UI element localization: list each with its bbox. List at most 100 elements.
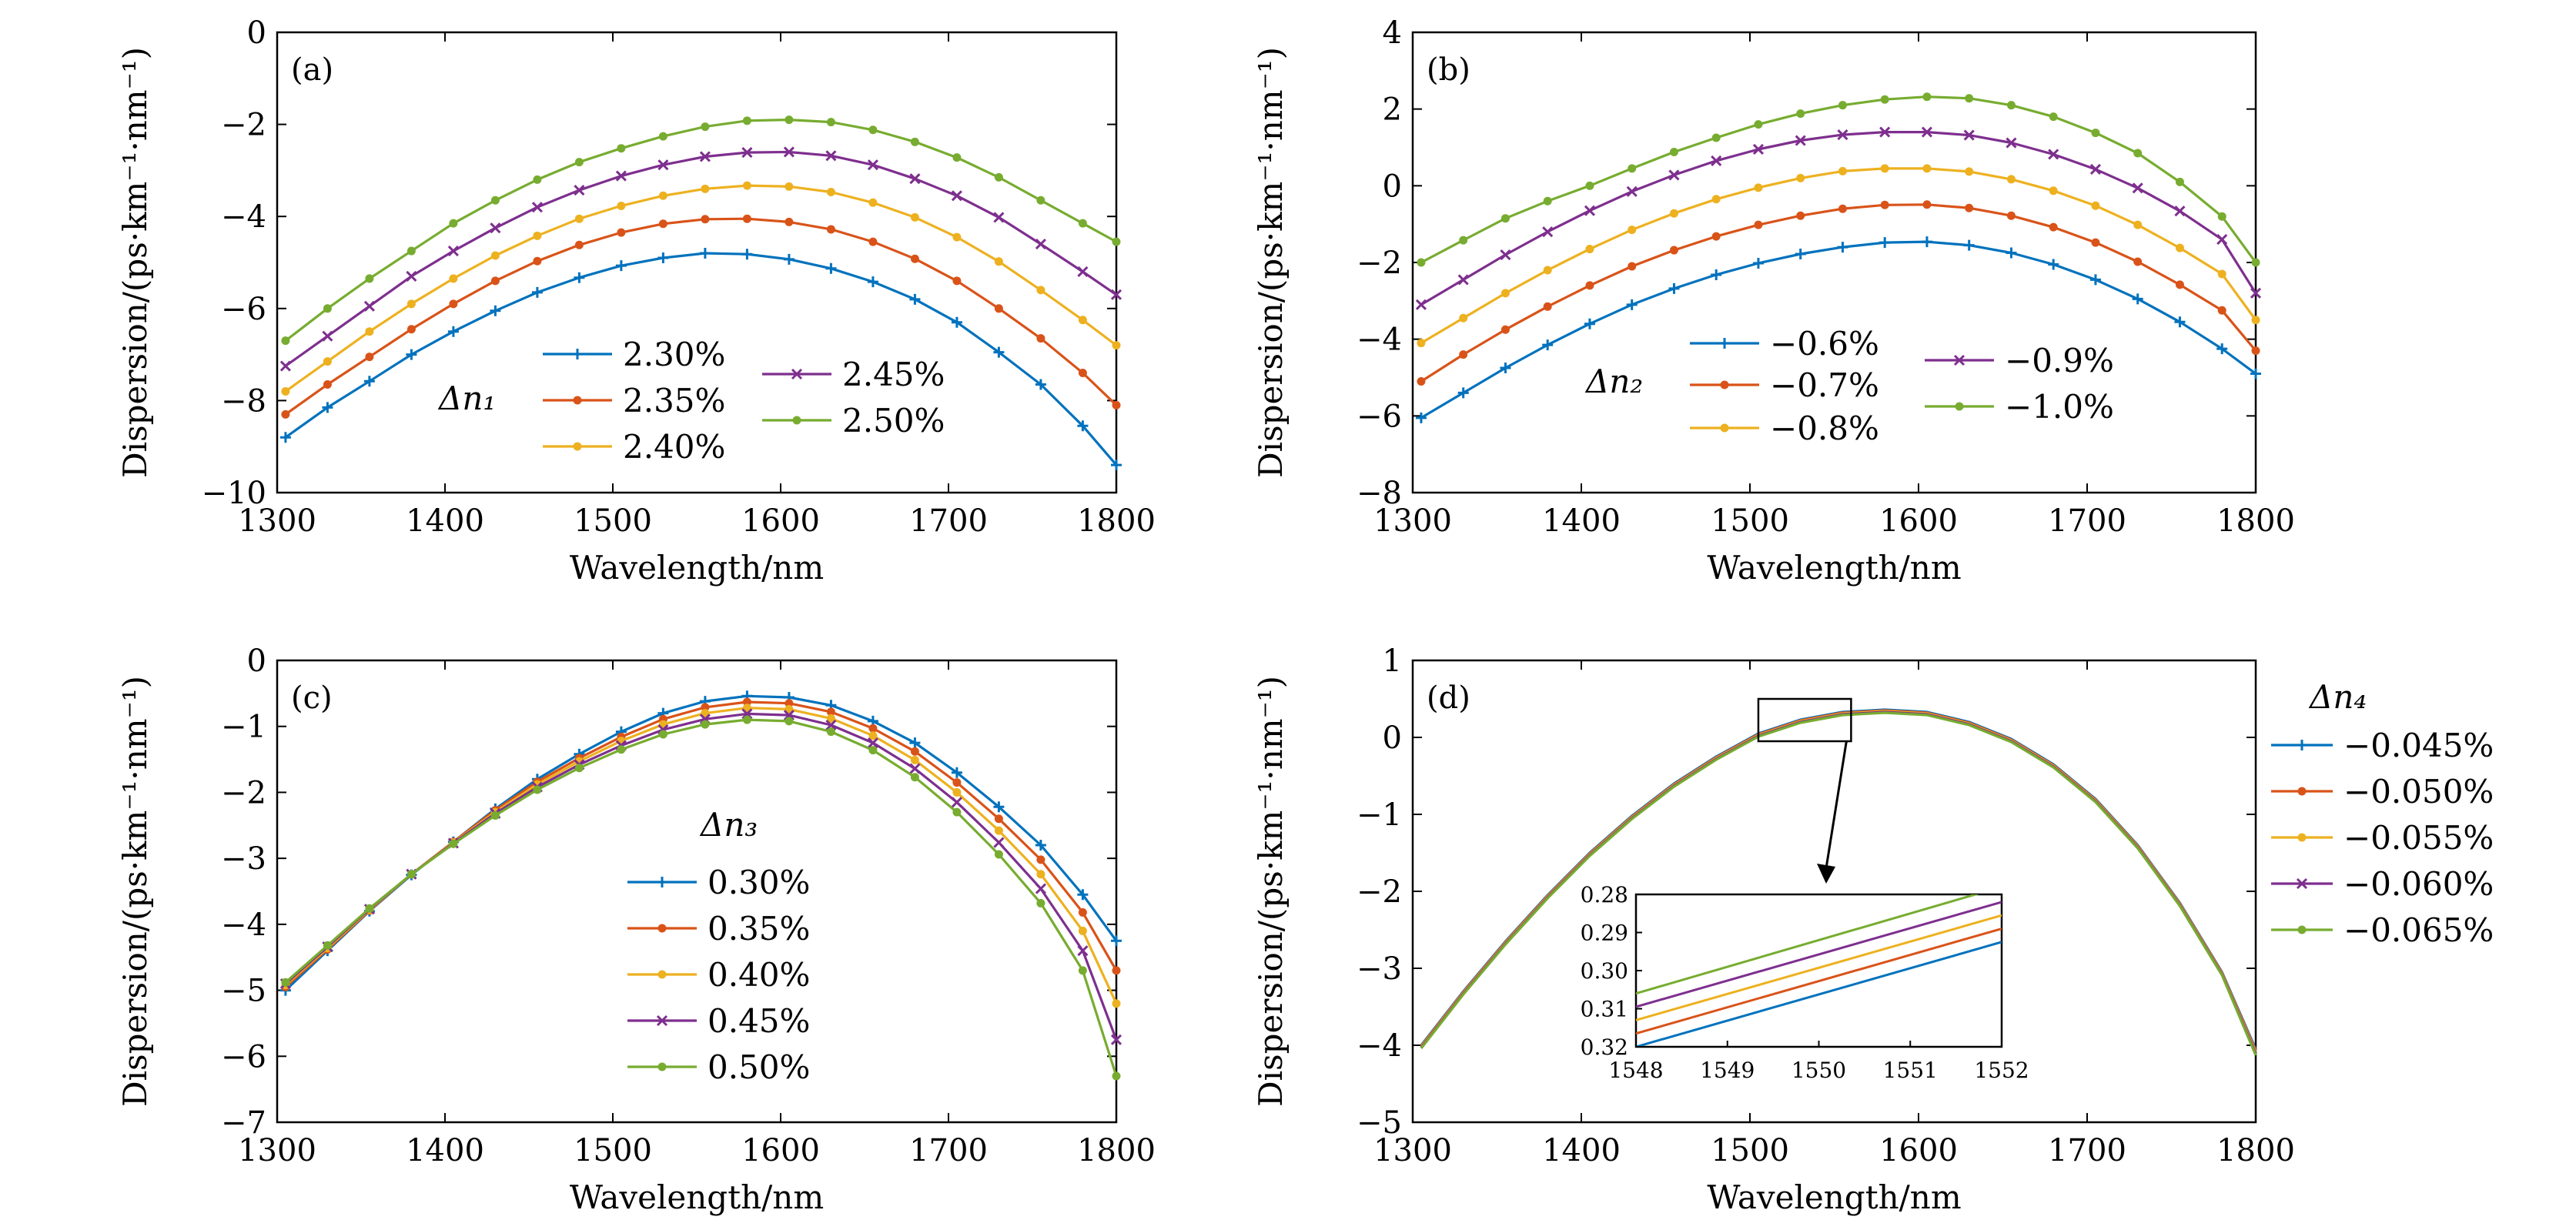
data-point <box>1078 316 1087 325</box>
legend-entry: −0.045% <box>2271 727 2494 764</box>
series-line <box>284 718 1118 1077</box>
data-point <box>2217 306 2226 315</box>
x-tick-label: 1800 <box>2216 1133 2295 1168</box>
data-point <box>2048 149 2059 160</box>
data-point <box>2216 234 2228 246</box>
data-point <box>449 299 458 309</box>
data-point <box>993 346 1005 358</box>
y-tick-label: −2 <box>1357 874 1402 910</box>
series-line <box>284 150 1117 367</box>
data-point <box>742 181 751 190</box>
y-axis-label: Dispersion/(ps·km⁻¹·nm⁻¹) <box>116 676 154 1107</box>
data-point <box>910 773 919 782</box>
data-point <box>868 746 878 755</box>
data-point <box>909 173 921 185</box>
y-tick-label: 2 <box>1383 92 1402 128</box>
x-tick-label: 1400 <box>406 1133 484 1168</box>
data-point <box>1457 274 1469 286</box>
data-point <box>617 745 626 754</box>
series-0 <box>279 248 1122 471</box>
inset-series-line <box>1636 914 2002 1021</box>
data-point <box>322 330 333 342</box>
data-point <box>825 262 837 274</box>
x-tick-label: 1800 <box>2216 503 2295 539</box>
data-point <box>1879 237 1891 249</box>
series-line <box>284 700 1118 988</box>
data-point <box>910 137 919 146</box>
series-1 <box>281 697 1121 991</box>
panel-label: (d) <box>1427 680 1470 716</box>
inset-y-tick-label: 0.32 <box>1581 1034 1628 1060</box>
legend-entry: −1.0% <box>1925 388 2114 426</box>
data-point <box>1077 889 1089 901</box>
data-point <box>1457 387 1469 399</box>
data-point <box>1838 101 1847 110</box>
legend-marker <box>1953 354 1965 366</box>
data-point <box>1837 129 1848 141</box>
data-point <box>867 159 878 171</box>
inset-y-tick-label: 0.28 <box>1581 882 1628 907</box>
data-point <box>1669 209 1678 218</box>
x-tick-label: 1700 <box>909 503 988 539</box>
legend-label: 0.30% <box>708 864 810 901</box>
legend-label: −1.0% <box>2005 388 2114 426</box>
data-point <box>952 807 962 817</box>
data-point <box>449 274 458 283</box>
x-axis-label: Wavelength/nm <box>570 549 824 587</box>
y-tick-label: −6 <box>221 1039 266 1075</box>
data-point <box>1078 966 1087 975</box>
data-point <box>783 146 795 158</box>
x-tick-label: 1300 <box>238 503 316 539</box>
legend-marker <box>657 924 667 933</box>
x-axis-label: Wavelength/nm <box>570 1178 824 1216</box>
legend-label: 0.45% <box>708 1002 810 1040</box>
series-4 <box>1420 711 2257 1056</box>
series-2 <box>1417 164 2260 348</box>
data-point <box>533 256 542 266</box>
data-point <box>785 699 794 708</box>
x-tick-label: 1500 <box>574 503 652 539</box>
legend-entry: 2.50% <box>762 402 945 440</box>
data-point <box>1112 400 1121 409</box>
legend-label: −0.9% <box>2005 342 2114 379</box>
panel-label: (b) <box>1427 52 1470 88</box>
data-point <box>952 778 962 787</box>
data-point <box>1112 1071 1121 1081</box>
data-point <box>2006 175 2016 184</box>
data-point <box>2251 346 2260 356</box>
data-point <box>323 379 332 389</box>
legend-entry: 2.30% <box>543 336 725 373</box>
data-point <box>701 122 710 132</box>
data-point <box>279 360 291 372</box>
y-tick-label: −2 <box>221 108 266 143</box>
x-axis-label: Wavelength/nm <box>1707 549 1961 587</box>
legend-marker <box>2297 740 2307 750</box>
data-point <box>1796 173 1805 182</box>
x-tick-label: 1300 <box>1373 503 1452 539</box>
data-point <box>1417 258 1426 267</box>
data-point <box>1077 945 1089 957</box>
x-tick-label: 1600 <box>741 503 820 539</box>
data-point <box>657 252 669 264</box>
data-point <box>1628 226 1637 235</box>
data-point <box>2174 316 2186 328</box>
panel-c: 1300 1400 1500 1600 1700 1800 0 −1 −2 −3 −4 −5 −6 −7 W… <box>221 643 1156 1216</box>
data-point <box>1036 286 1045 295</box>
data-point <box>783 253 795 265</box>
data-point <box>909 293 921 305</box>
data-point <box>868 731 878 740</box>
data-point <box>742 697 751 707</box>
data-point <box>2091 129 2100 138</box>
y-tick-label: −4 <box>221 907 266 943</box>
data-point <box>490 305 501 316</box>
data-point <box>574 158 584 167</box>
data-point <box>910 755 919 764</box>
data-point <box>701 215 710 224</box>
legend-marker <box>2297 787 2307 796</box>
data-point <box>323 304 332 313</box>
inset-x-tick-label: 1548 <box>1608 1058 1663 1083</box>
legend-title: Δn₂ <box>1584 363 1643 400</box>
data-point <box>1838 166 1847 175</box>
data-point <box>867 737 878 749</box>
